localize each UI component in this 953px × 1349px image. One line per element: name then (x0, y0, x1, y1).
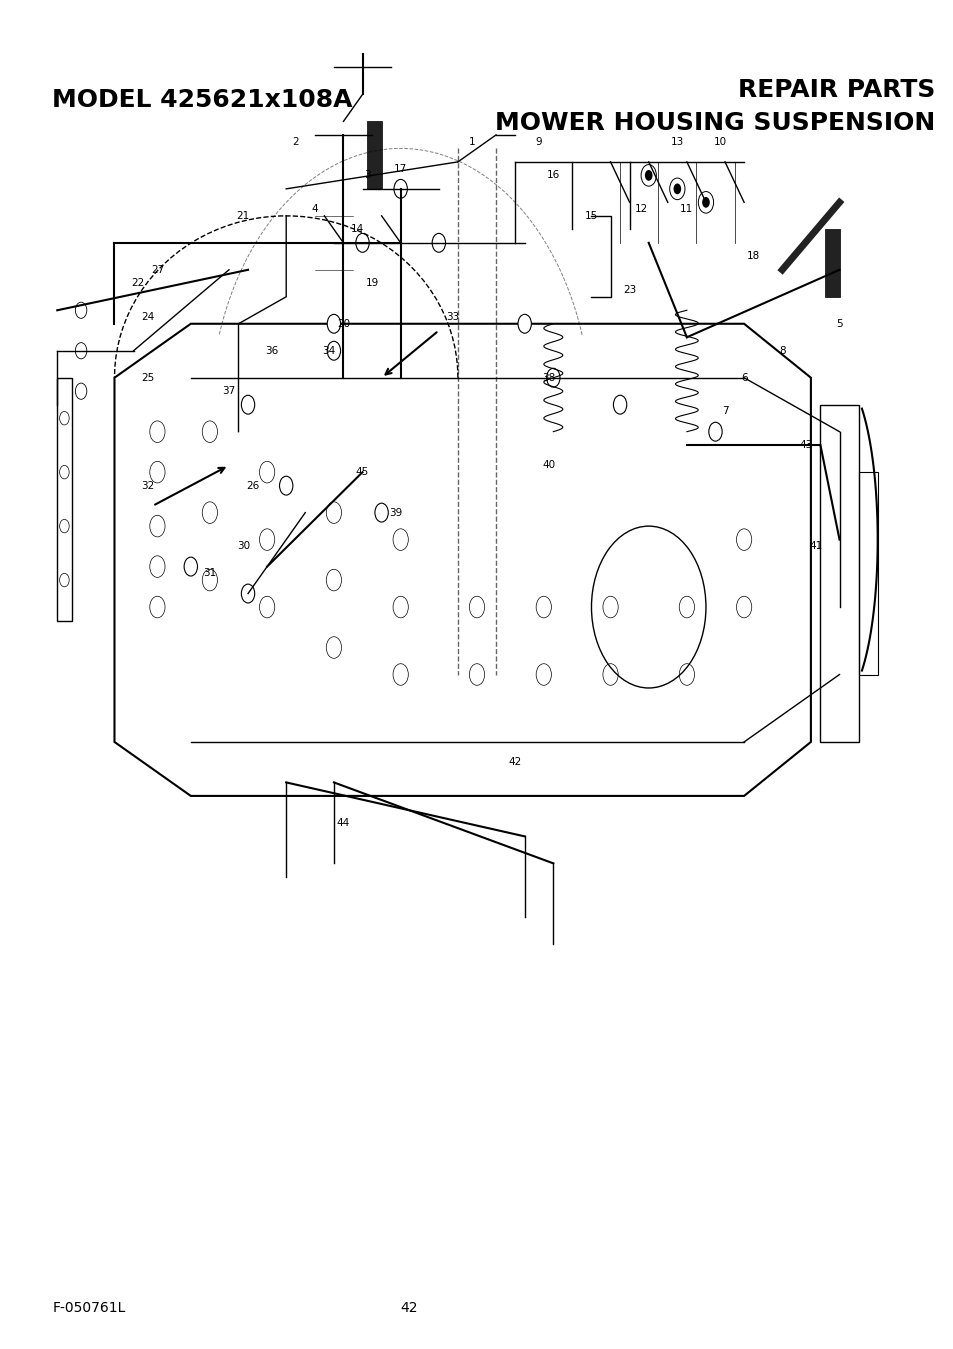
Text: 5: 5 (836, 318, 841, 329)
Circle shape (75, 383, 87, 399)
Text: F-050761L: F-050761L (52, 1302, 126, 1315)
Text: 14: 14 (351, 224, 364, 235)
Text: 4: 4 (312, 204, 317, 214)
Text: 25: 25 (141, 372, 154, 383)
Text: 3: 3 (364, 170, 370, 181)
Circle shape (517, 314, 531, 333)
Text: 30: 30 (236, 541, 250, 552)
Text: 26: 26 (246, 480, 259, 491)
Text: 19: 19 (365, 278, 378, 289)
Text: 24: 24 (141, 312, 154, 322)
Circle shape (279, 476, 293, 495)
Text: 38: 38 (541, 372, 555, 383)
Circle shape (644, 170, 652, 181)
Text: 17: 17 (394, 163, 407, 174)
Text: 1: 1 (469, 136, 475, 147)
Circle shape (327, 341, 340, 360)
Bar (820, 405, 858, 742)
Text: 42: 42 (400, 1302, 417, 1315)
Text: 43: 43 (799, 440, 812, 451)
Text: 2: 2 (293, 136, 298, 147)
Bar (858, 472, 877, 674)
Circle shape (75, 302, 87, 318)
Text: 22: 22 (132, 278, 145, 289)
Circle shape (184, 557, 197, 576)
Text: 37: 37 (222, 386, 235, 397)
Circle shape (432, 233, 445, 252)
Text: 13: 13 (670, 136, 683, 147)
Bar (824, 229, 839, 297)
Text: 32: 32 (141, 480, 154, 491)
Text: 7: 7 (721, 406, 727, 417)
Text: 34: 34 (322, 345, 335, 356)
Text: 6: 6 (740, 372, 746, 383)
Text: 40: 40 (541, 460, 555, 471)
Text: 8: 8 (779, 345, 784, 356)
Text: 20: 20 (336, 318, 350, 329)
Text: 12: 12 (634, 204, 647, 214)
Text: 10: 10 (713, 136, 726, 147)
Text: 15: 15 (584, 210, 598, 221)
Text: 11: 11 (679, 204, 693, 214)
Text: 42: 42 (508, 757, 521, 768)
Circle shape (701, 197, 709, 208)
Text: 9: 9 (536, 136, 541, 147)
Text: 33: 33 (446, 312, 459, 322)
Text: 16: 16 (546, 170, 559, 181)
Bar (367, 121, 381, 189)
Text: 45: 45 (355, 467, 369, 478)
Text: 21: 21 (236, 210, 250, 221)
Text: REPAIR PARTS: REPAIR PARTS (737, 78, 934, 103)
Text: 23: 23 (622, 285, 636, 295)
Text: 18: 18 (746, 251, 760, 262)
Circle shape (75, 343, 87, 359)
Text: MODEL 425621x108A: MODEL 425621x108A (52, 88, 353, 112)
Text: MOWER HOUSING SUSPENSION: MOWER HOUSING SUSPENSION (495, 111, 934, 135)
Text: 41: 41 (808, 541, 821, 552)
Circle shape (241, 584, 254, 603)
Circle shape (673, 183, 680, 194)
Circle shape (708, 422, 721, 441)
Circle shape (241, 395, 254, 414)
Circle shape (327, 314, 340, 333)
Circle shape (375, 503, 388, 522)
Circle shape (355, 233, 369, 252)
Text: 36: 36 (265, 345, 278, 356)
Circle shape (613, 395, 626, 414)
Circle shape (546, 368, 559, 387)
Text: 39: 39 (389, 507, 402, 518)
Circle shape (394, 179, 407, 198)
Text: 31: 31 (203, 568, 216, 579)
Text: 27: 27 (151, 264, 164, 275)
Text: 44: 44 (336, 817, 350, 828)
